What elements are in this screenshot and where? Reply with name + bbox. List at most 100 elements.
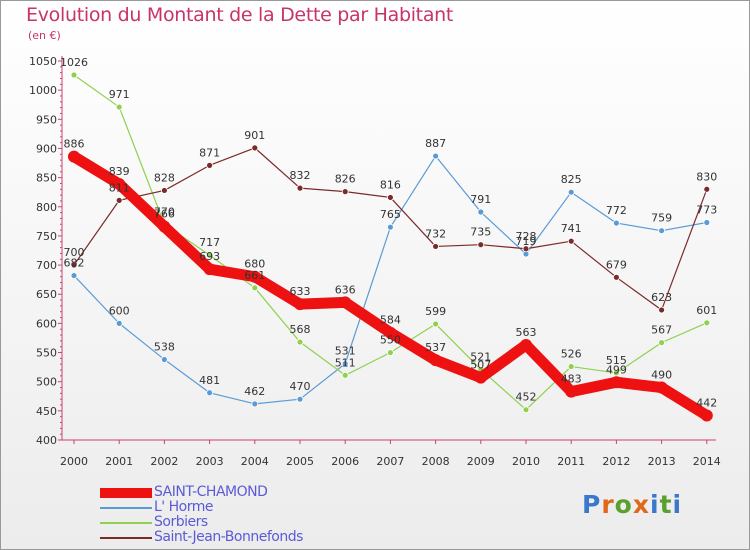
data-point [68,150,80,163]
y-tick-label: 950 [36,113,57,126]
data-label: 538 [154,341,175,354]
data-label: 679 [606,258,627,271]
logo-letter: P [582,490,602,519]
data-label: 1026 [60,56,88,69]
data-label: 811 [109,181,130,194]
data-point [115,319,123,327]
x-tick-label: 2013 [648,455,676,468]
x-tick-label: 2007 [376,455,404,468]
data-label: 825 [561,173,582,186]
legend-label: L' Horme [154,499,213,515]
y-tick-label: 450 [36,405,57,418]
y-tick-label: 1000 [29,84,57,97]
legend-swatch-sorbiers [100,522,152,524]
data-point [567,363,575,370]
data-label: 816 [380,178,401,191]
data-label: 507 [470,359,491,372]
data-label: 462 [244,385,265,398]
data-label: 661 [244,269,265,282]
data-point [341,371,349,379]
data-label: 490 [651,369,672,382]
data-point [339,296,352,309]
x-tick-label: 2009 [467,455,495,468]
data-point [658,227,665,235]
data-label: 682 [64,257,85,270]
y-tick-label: 550 [36,347,57,360]
data-label: 717 [199,236,220,249]
data-point [610,376,623,389]
data-label: 680 [244,258,265,271]
logo-letter: x [632,490,650,519]
data-label: 971 [109,88,130,101]
x-tick-label: 2011 [557,455,585,468]
data-label: 470 [290,380,311,393]
legend-label: Saint-Jean-Bonnefonds [154,529,303,545]
data-label: 765 [380,208,401,221]
data-label: 839 [109,165,130,178]
data-point [115,103,123,111]
y-tick-label: 700 [36,259,57,272]
data-label: 759 [651,212,672,225]
data-point [700,409,713,422]
proxiti-logo: Proxiti [582,490,682,519]
legend-label: Sorbiers [154,514,208,530]
data-label: 521 [470,350,491,363]
data-point [70,261,78,269]
data-point [703,219,711,226]
y-tick-label: 1050 [29,55,57,68]
data-point [251,400,259,408]
data-label: 563 [516,326,537,339]
data-point [613,273,620,281]
logo-letter: i [672,490,683,519]
x-tick-label: 2002 [150,455,178,468]
x-tick-label: 2010 [512,455,540,468]
data-point [115,196,123,204]
data-label: 871 [199,146,220,159]
y-tick-label: 650 [36,288,57,301]
chart-unit-label: (en €) [28,29,61,42]
data-point [658,306,665,314]
data-point [567,188,575,196]
data-point [70,71,78,79]
legend-label: SAINT-CHAMOND [154,484,268,500]
data-label: 770 [154,205,175,218]
logo-letter: i [650,490,660,519]
data-point [474,371,487,384]
x-tick-label: 2008 [422,455,450,468]
x-tick-label: 2001 [105,455,133,468]
data-label: 537 [425,341,446,354]
data-label: 773 [696,204,717,217]
data-point [522,245,530,253]
data-point [294,298,306,311]
data-point [203,263,216,276]
data-label: 826 [335,173,356,186]
data-point [565,385,578,398]
x-tick-label: 2004 [241,455,269,468]
data-point [477,208,485,216]
data-label: 550 [380,334,401,347]
data-label: 901 [244,129,265,142]
data-label: 886 [64,138,85,151]
data-label: 728 [516,230,537,243]
data-label: 623 [651,291,672,304]
data-point [341,360,349,368]
data-label: 633 [290,285,311,298]
data-label: 830 [696,170,717,183]
data-point [386,349,394,356]
chart-title: Evolution du Montant de la Dette par Hab… [26,4,454,26]
legend-swatch-l-horme [100,507,152,509]
data-point [432,152,440,160]
y-tick-label: 800 [36,201,57,214]
data-label: 732 [425,227,446,240]
data-point [341,188,349,196]
data-point [386,194,394,201]
data-label: 481 [199,374,220,387]
data-label: 531 [335,345,356,358]
x-tick-label: 2012 [602,455,630,468]
logo-letter: o [614,490,633,519]
y-tick-label: 500 [36,376,57,389]
data-label: 568 [290,323,311,336]
data-point [432,320,440,328]
data-label: 741 [561,222,582,235]
x-tick-label: 2003 [196,455,224,468]
